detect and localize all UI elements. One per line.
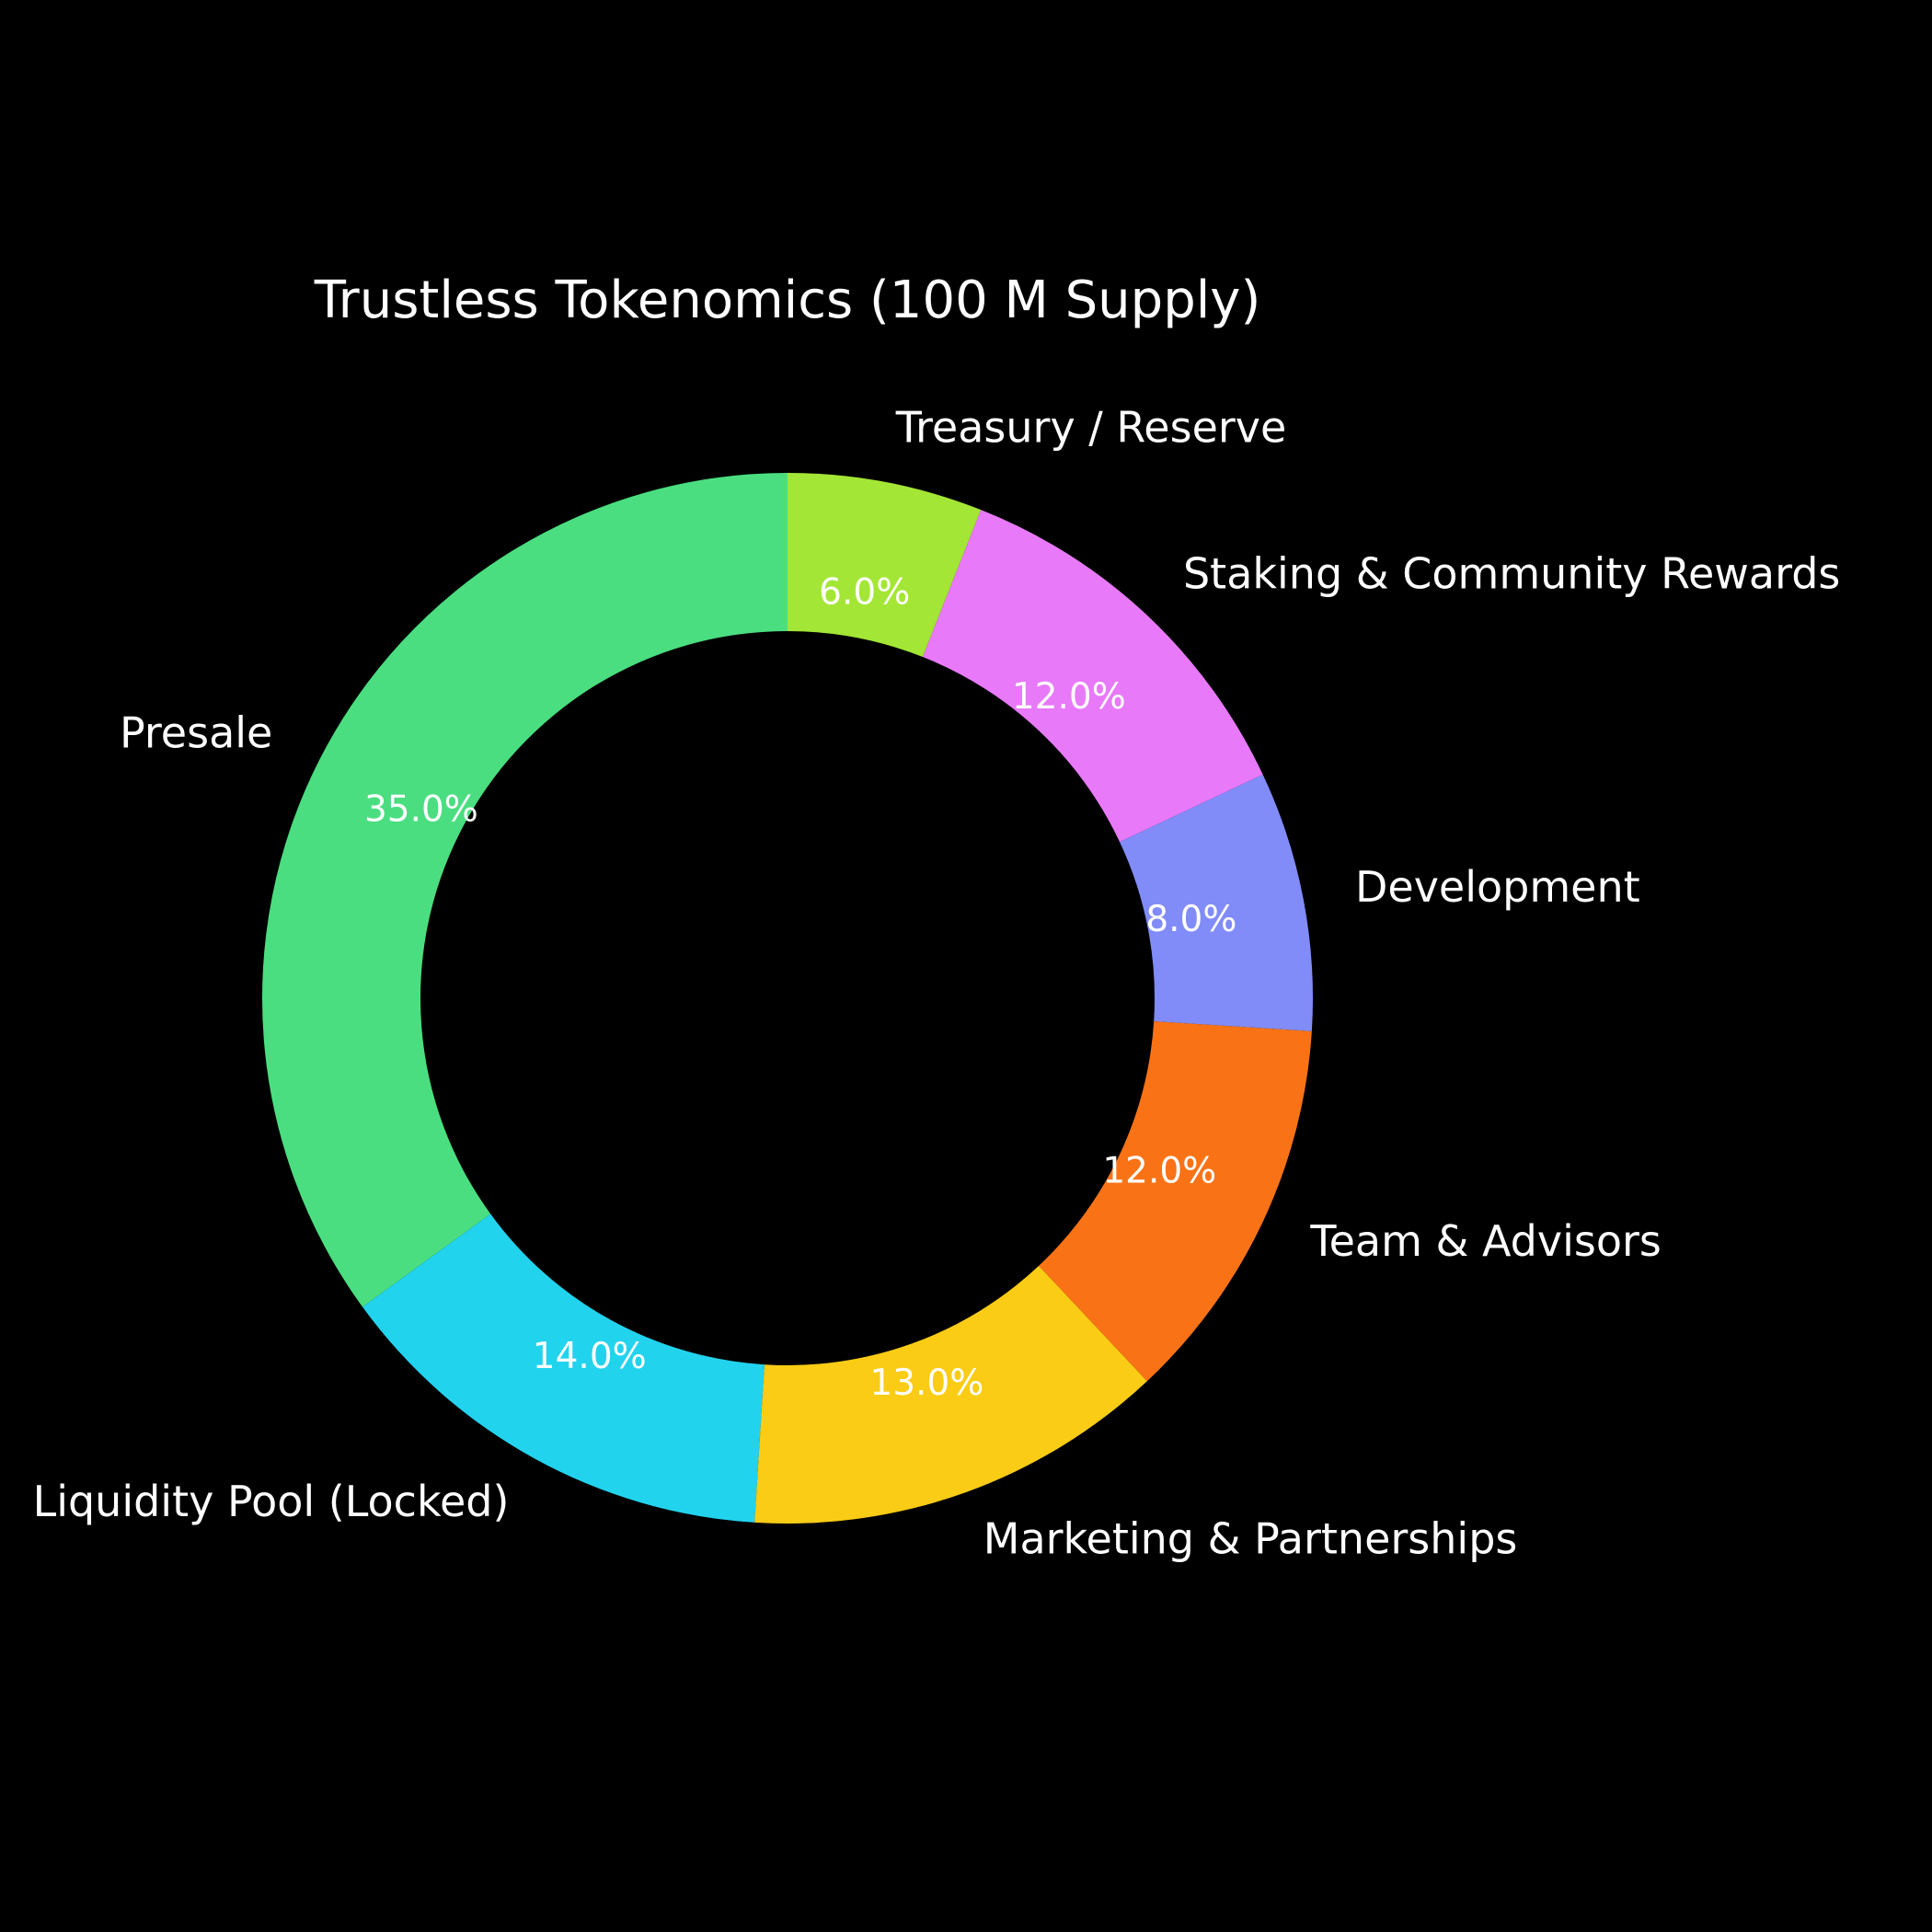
chart-title: Trustless Tokenomics (100 M Supply) xyxy=(314,270,1261,330)
slice-team-advisors xyxy=(1039,1021,1312,1382)
label-treasury-reserve: Treasury / Reserve xyxy=(895,403,1287,453)
label-liquidity-pool-locked: Liquidity Pool (Locked) xyxy=(33,1477,510,1526)
percent-label-marketing-partnerships: 13.0% xyxy=(869,1363,983,1404)
label-staking-community-rewards: Staking & Community Rewards xyxy=(1183,549,1840,599)
percent-label-treasury-reserve: 6.0% xyxy=(819,572,910,614)
label-development: Development xyxy=(1355,862,1640,912)
slice-development xyxy=(1120,774,1313,1031)
label-team-advisors: Team & Advisors xyxy=(1309,1216,1662,1266)
percent-label-presale: 35.0% xyxy=(364,789,478,831)
slice-staking-community-rewards xyxy=(922,510,1263,843)
percent-label-liquidity-pool-locked: 14.0% xyxy=(533,1336,647,1377)
slice-treasury-reserve xyxy=(788,473,982,658)
slice-presale xyxy=(262,473,788,1307)
slices-group xyxy=(262,473,1313,1524)
slice-liquidity-pool-locked xyxy=(362,1213,765,1523)
percent-label-development: 8.0% xyxy=(1145,899,1236,940)
label-marketing-partnerships: Marketing & Partnerships xyxy=(983,1513,1518,1563)
percent-label-team-advisors: 12.0% xyxy=(1102,1151,1216,1192)
percent-label-staking-community-rewards: 12.0% xyxy=(1012,676,1126,718)
slice-marketing-partnerships xyxy=(754,1265,1147,1524)
label-presale: Presale xyxy=(120,707,272,757)
labels-group: Presale 35.0% Liquidity Pool (Locked) 14.0%… xyxy=(33,403,1841,1564)
